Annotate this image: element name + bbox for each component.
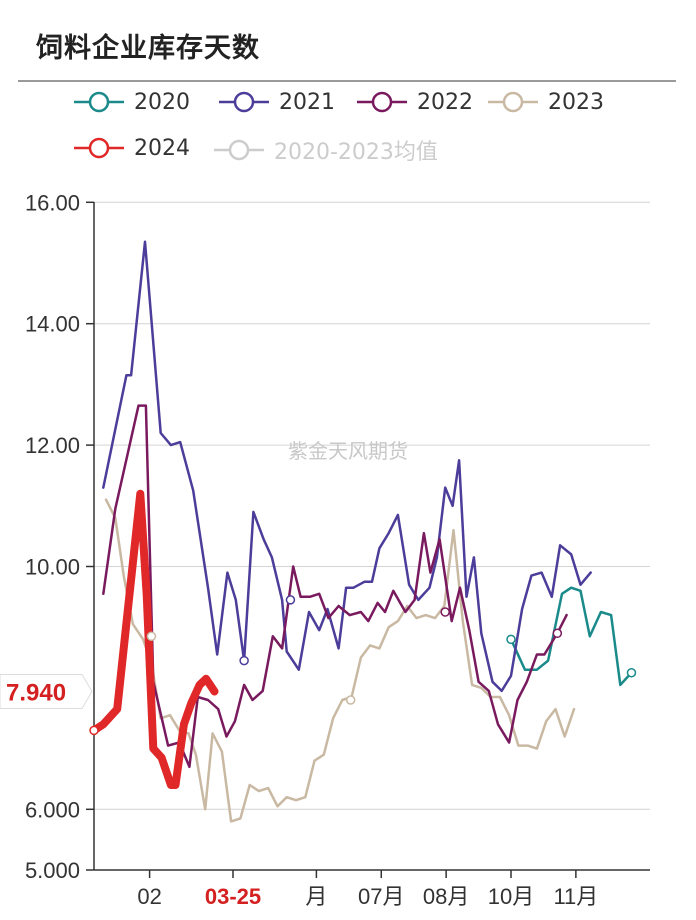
x-tick-label: 03-25	[205, 884, 261, 909]
y-tick-label: 6.000	[25, 797, 80, 822]
y-tick-label: 12.00	[25, 433, 80, 458]
x-tick-label: 08月	[423, 884, 469, 909]
legend-item-2024[interactable]: 2024	[72, 134, 190, 162]
data-point-marker	[285, 595, 296, 605]
series-group	[90, 240, 633, 823]
series-line-2022	[102, 404, 568, 769]
legend-item-2021[interactable]: 2021	[217, 88, 335, 116]
data-point-marker	[239, 655, 249, 666]
y-tick-label: 5.000	[25, 858, 80, 883]
x-tick-label: 月	[305, 884, 327, 909]
legend-swatch-icon	[214, 139, 264, 161]
badge-value: 7.940	[6, 680, 66, 707]
current-value-badge: 7.940	[0, 674, 93, 710]
legend-item-2020[interactable]: 2020	[72, 88, 190, 116]
x-tick-label: 11月	[553, 884, 598, 909]
legend-swatch-icon	[219, 91, 269, 113]
data-point-marker	[146, 631, 157, 642]
x-tick-label: 10月	[488, 884, 534, 909]
legend-item-average[interactable]: 2020-2023均值	[212, 134, 438, 166]
data-point-marker	[89, 725, 99, 736]
legend-item-2022[interactable]: 2022	[355, 88, 473, 116]
legend-swatch-icon	[74, 137, 124, 159]
legend-label: 2024	[134, 135, 190, 161]
markers-group	[89, 595, 637, 736]
chart-title: 饲料企业库存天数	[36, 33, 260, 64]
watermark: 紫金天风期货	[288, 439, 408, 463]
data-point-marker	[626, 667, 637, 678]
y-tick-label: 10.00	[25, 555, 80, 580]
axes: 5.000 6.000 10.00 12.00 14.00 16.00 02 03-25 月 07…	[25, 190, 650, 909]
legend-swatch-icon	[357, 91, 407, 113]
series-line-2021	[102, 240, 592, 693]
legend-label: 2020-2023均值	[274, 140, 438, 165]
x-tick-label: 02	[137, 884, 161, 909]
data-point-marker	[345, 695, 356, 705]
x-tick-label: 07月	[358, 884, 404, 909]
legend-label: 2022	[417, 89, 473, 115]
series-line-2020	[509, 586, 633, 687]
legend-label: 2023	[548, 89, 604, 115]
series-line-2024	[90, 489, 219, 789]
legend-label: 2021	[279, 89, 335, 115]
data-point-marker	[440, 607, 450, 617]
legend-swatch-icon	[74, 91, 124, 113]
badge-background	[0, 674, 93, 710]
legend-swatch-icon	[488, 91, 538, 113]
data-point-marker	[506, 634, 516, 645]
legend-item-2023[interactable]: 2023	[486, 88, 604, 116]
grid-lines	[94, 201, 650, 810]
title-divider	[18, 80, 676, 82]
data-point-marker	[552, 628, 563, 639]
legend-label: 2020	[134, 89, 190, 115]
y-tick-label: 14.00	[25, 312, 80, 337]
y-tick-label: 16.00	[25, 190, 80, 215]
